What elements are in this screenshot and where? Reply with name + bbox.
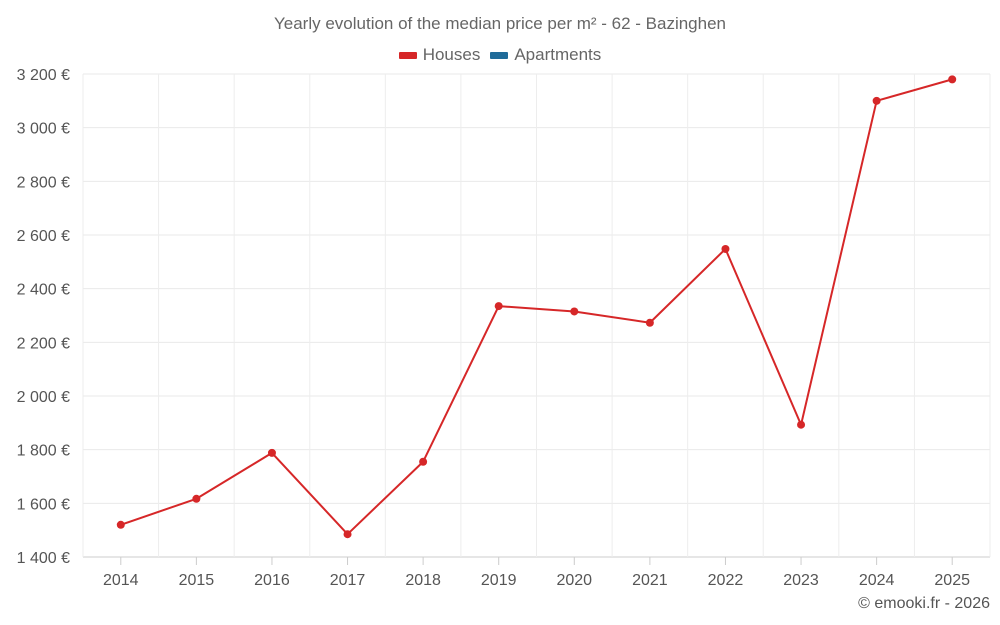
y-tick-label: 2 600 € (17, 228, 70, 245)
data-point-houses (570, 307, 579, 316)
legend-item-houses[interactable]: Houses (398, 45, 481, 65)
x-tick-label: 2015 (179, 572, 215, 589)
x-tick-label: 2022 (708, 572, 744, 589)
legend-label-apartments: Apartments (514, 45, 602, 64)
x-tick-label: 2014 (103, 572, 139, 589)
x-tick-label: 2021 (632, 572, 668, 589)
y-tick-label: 2 200 € (17, 335, 70, 352)
y-tick-label: 2 000 € (17, 389, 70, 406)
x-tick-label: 2020 (556, 572, 592, 589)
data-point-houses (192, 494, 201, 503)
x-tick-label: 2019 (481, 572, 517, 589)
x-tick-label: 2025 (934, 572, 970, 589)
data-point-houses (797, 420, 806, 429)
y-tick-label: 3 000 € (17, 121, 70, 138)
legend-swatch-houses (398, 51, 417, 59)
data-point-houses (872, 96, 881, 105)
data-point-houses (267, 448, 276, 457)
y-tick-label: 2 800 € (17, 174, 70, 191)
legend-item-apartments[interactable]: Apartments (490, 45, 601, 65)
legend: Houses Apartments (0, 45, 1000, 65)
data-point-houses (948, 75, 957, 84)
y-tick-label: 1 800 € (17, 443, 70, 460)
chart-title: Yearly evolution of the median price per… (273, 14, 726, 33)
x-tick-label: 2016 (254, 572, 290, 589)
x-tick-label: 2024 (859, 572, 895, 589)
data-point-houses (419, 457, 428, 466)
x-tick-label: 2018 (405, 572, 441, 589)
credit-text: © emooki.fr - 2026 (858, 595, 990, 612)
data-point-houses (645, 318, 654, 327)
data-point-houses (116, 520, 125, 529)
legend-label-houses: Houses (422, 45, 481, 64)
x-tick-label: 2023 (783, 572, 819, 589)
x-tick-label: 2017 (330, 572, 366, 589)
y-tick-label: 3 200 € (17, 67, 70, 84)
data-point-houses (494, 302, 503, 311)
y-tick-label: 2 400 € (17, 282, 70, 299)
y-tick-label: 1 600 € (17, 496, 70, 513)
series-line-houses (120, 78, 953, 536)
legend-swatch-apartments (490, 51, 509, 59)
data-point-houses (343, 530, 352, 539)
y-tick-label: 1 400 € (17, 550, 70, 567)
data-point-houses (721, 244, 730, 253)
